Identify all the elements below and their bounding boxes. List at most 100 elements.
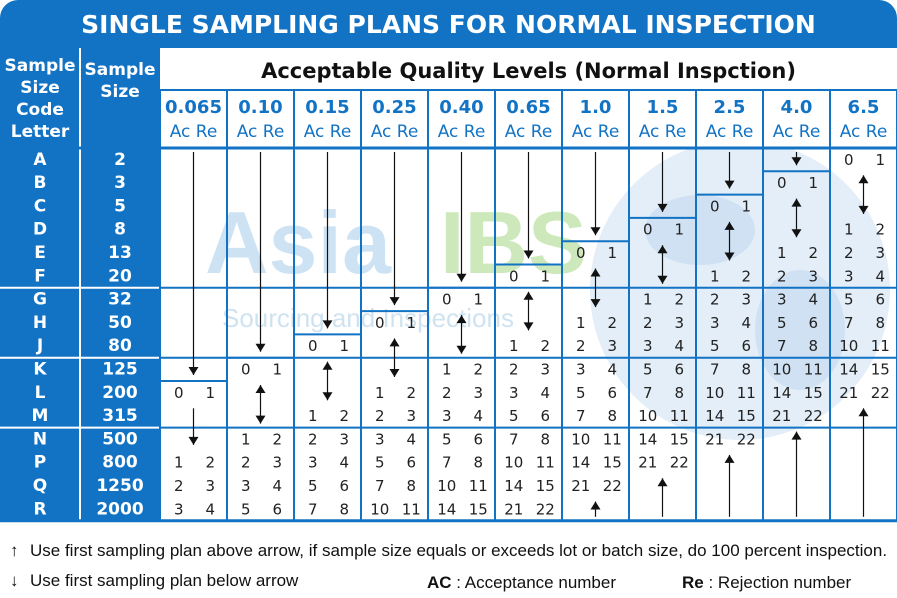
rejection-number: 8 — [339, 500, 349, 518]
rejection-number: 8 — [473, 454, 483, 472]
up-arrow-icon — [791, 198, 802, 207]
down-arrow-icon — [724, 252, 735, 261]
code-letter-cell: J — [36, 336, 43, 356]
up-arrow-icon — [590, 268, 601, 277]
acceptance-number: 3 — [777, 291, 787, 309]
rejection-number: 22 — [536, 500, 555, 518]
rejection-number: 15 — [536, 477, 555, 495]
rejection-number: 4 — [674, 337, 684, 355]
acceptance-number: 0 — [241, 360, 251, 378]
acceptance-number: 1 — [576, 314, 586, 332]
rejection-number: 2 — [540, 337, 550, 355]
acceptance-number: 14 — [504, 477, 523, 495]
acceptance-number: 2 — [643, 314, 653, 332]
sample-size-cell: 20 — [108, 266, 132, 286]
rejection-number: 3 — [875, 244, 885, 262]
acceptance-number: 10 — [571, 430, 590, 448]
acceptance-number: 2 — [442, 384, 452, 402]
rejection-number: 4 — [406, 430, 416, 448]
acceptance-number: 14 — [437, 500, 456, 518]
rejection-number: 2 — [205, 454, 215, 472]
rejection-number: 8 — [406, 477, 416, 495]
rejection-number: 3 — [607, 337, 617, 355]
rejection-number: 6 — [808, 314, 818, 332]
code-letter-cell: L — [35, 383, 46, 403]
rejection-number: 8 — [674, 384, 684, 402]
acceptance-number: 1 — [442, 360, 452, 378]
rejection-number: 2 — [808, 244, 818, 262]
acceptance-number: 3 — [576, 360, 586, 378]
acceptance-number: 7 — [308, 500, 318, 518]
rejection-number: 6 — [339, 477, 349, 495]
up-arrow-icon — [456, 315, 467, 324]
rejection-number: 6 — [607, 384, 617, 402]
rejection-number: 22 — [603, 477, 622, 495]
down-arrow-icon — [188, 367, 199, 375]
ac-re-subheader: Ac Re — [371, 122, 419, 142]
acceptance-number: 3 — [308, 454, 318, 472]
acceptance-number: 7 — [710, 360, 720, 378]
ac-re-subheader: Ac Re — [639, 122, 687, 142]
rejection-number: 22 — [804, 407, 823, 425]
acceptance-number: 3 — [442, 407, 452, 425]
rejection-number: 1 — [607, 244, 617, 262]
down-arrow-icon — [322, 392, 333, 401]
rejection-number: 8 — [808, 337, 818, 355]
down-arrow-icon — [858, 205, 869, 214]
rejection-number: 4 — [272, 477, 282, 495]
code-letter-cell: D — [33, 220, 47, 240]
acceptance-number: 0 — [509, 267, 519, 285]
code-letter-cell: Q — [33, 476, 47, 496]
acceptance-number: 3 — [844, 267, 854, 285]
rejection-number: 2 — [473, 360, 483, 378]
down-arrow-icon — [523, 322, 534, 331]
sample-size-cell: 2000 — [96, 499, 143, 519]
rejection-number: 4 — [741, 314, 751, 332]
sample-size-cell: 8 — [114, 220, 126, 240]
rejection-number: 11 — [804, 360, 823, 378]
rejection-number: 4 — [875, 267, 885, 285]
up-arrow-icon — [255, 385, 266, 393]
up-arrow-icon — [657, 478, 668, 487]
down-arrow-icon — [791, 229, 802, 238]
header-code-letter-label: Sample — [5, 56, 76, 76]
acceptance-number: 1 — [710, 267, 720, 285]
acceptance-number: 14 — [772, 384, 791, 402]
acceptance-number: 10 — [772, 360, 791, 378]
rejection-number: 1 — [808, 174, 818, 192]
acceptance-number: 0 — [174, 384, 184, 402]
rejection-number: 3 — [741, 291, 751, 309]
rejection-number: 3 — [406, 407, 416, 425]
aql-level-header: 4.0 — [781, 97, 813, 118]
aql-level-header: 1.0 — [580, 97, 612, 118]
acceptance-number: 2 — [174, 477, 184, 495]
rejection-number: 3 — [473, 384, 483, 402]
page-title: SINGLE SAMPLING PLANS FOR NORMAL INSPECT… — [0, 0, 897, 48]
sample-size-cell: 315 — [102, 406, 138, 426]
legend-down-row: ↓ Use first sampling plan below arrow — [10, 571, 298, 591]
acceptance-number: 5 — [442, 430, 452, 448]
rejection-number: 2 — [674, 291, 684, 309]
code-letter-cell: H — [33, 313, 47, 333]
rejection-number: 4 — [540, 384, 550, 402]
rejection-number: 15 — [871, 360, 890, 378]
up-arrow-icon — [858, 175, 869, 184]
aql-level-header: 0.15 — [305, 97, 349, 118]
rejection-number: 8 — [741, 360, 751, 378]
rejection-number: 1 — [540, 267, 550, 285]
rejection-number: 22 — [670, 454, 689, 472]
acceptance-number: 14 — [839, 360, 858, 378]
down-arrow-icon — [456, 345, 467, 354]
up-arrow-icon — [657, 245, 668, 254]
down-arrow-icon — [255, 415, 266, 424]
rejection-number: 15 — [804, 384, 823, 402]
acceptance-number: 0 — [576, 244, 586, 262]
acceptance-number: 21 — [571, 477, 590, 495]
watermark-brand-a: Asia — [205, 193, 392, 292]
up-arrow-icon — [590, 501, 601, 510]
rejection-number: 4 — [607, 360, 617, 378]
code-letter-cell: E — [34, 243, 46, 263]
header-sample-size-label: Size — [100, 82, 140, 102]
aql-level-header: 6.5 — [848, 97, 880, 118]
down-arrow-icon — [456, 273, 467, 282]
